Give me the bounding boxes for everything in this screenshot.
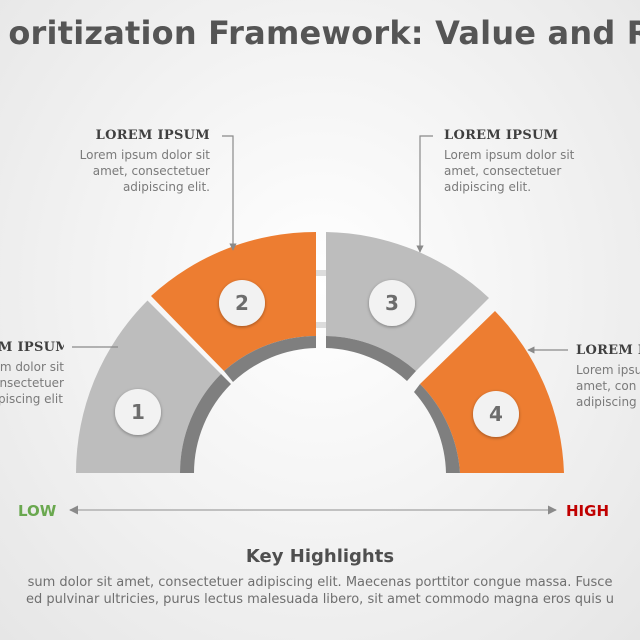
segment-1: [76, 300, 231, 473]
callout-3: LOREM IPSUM Lorem ipsum dolor sit amet, …: [444, 128, 634, 195]
gap-ticks: [316, 270, 326, 328]
badge-1: 1: [131, 400, 145, 424]
callout-connectors: [72, 135, 568, 354]
callout-3-heading: LOREM IPSUM: [444, 128, 559, 143]
low-label: LOW: [18, 502, 57, 520]
badge-2: 2: [235, 291, 249, 315]
page-title: oritization Framework: Value and R: [8, 14, 640, 52]
callout-2: LOREM IPSUM Lorem ipsum dolor sit amet, …: [40, 128, 210, 195]
callout-1: M IPSUM m dolor sit nsectetuer piscing e…: [0, 340, 64, 407]
callout-2-text: Lorem ipsum dolor sit amet, consectetuer…: [79, 148, 210, 194]
badge-4: 4: [489, 402, 503, 426]
key-highlights-body: sum dolor sit amet, consectetuer adipisc…: [25, 575, 615, 607]
callout-4-heading: LOREM I: [576, 343, 640, 358]
callout-2-heading: LOREM IPSUM: [95, 128, 210, 143]
key-highlights-title: Key Highlights: [245, 546, 395, 567]
high-label: HIGH: [566, 502, 610, 520]
number-badges: [115, 280, 519, 437]
callout-3-text: Lorem ipsum dolor sit amet, consectetuer…: [444, 148, 575, 194]
badge-3: 3: [385, 291, 399, 315]
callout-1-text: m dolor sit nsectetuer piscing elit.: [0, 360, 64, 406]
callout-4: LOREM I Lorem ipsu amet, con adipiscing: [576, 343, 640, 410]
callout-1-heading: M IPSUM: [0, 340, 64, 355]
callout-4-text: Lorem ipsu amet, con adipiscing: [576, 363, 640, 409]
